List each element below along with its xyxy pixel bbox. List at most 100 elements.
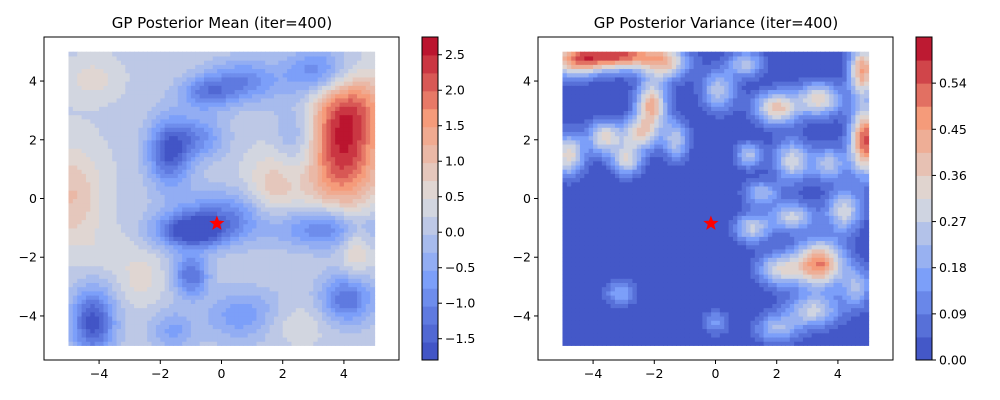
heatmap-cell: [273, 85, 279, 91]
heatmap-cell: [160, 194, 166, 200]
heatmap-cell: [252, 282, 258, 288]
heatmap-cell: [199, 169, 205, 174]
heatmap-cell: [142, 324, 148, 330]
heatmap-cell: [90, 185, 96, 191]
heatmap-cell: [164, 265, 170, 271]
heatmap-cell: [343, 315, 349, 321]
heatmap-cell: [103, 51, 109, 57]
heatmap-cell: [116, 76, 122, 82]
heatmap-cell: [116, 265, 122, 271]
heatmap-cell: [295, 253, 301, 258]
heatmap-cell: [225, 68, 231, 74]
heatmap-cell: [90, 51, 96, 57]
heatmap-cell: [265, 257, 271, 263]
heatmap-cell: [247, 152, 253, 158]
heatmap-cell: [77, 341, 83, 346]
heatmap-cell: [77, 248, 83, 254]
heatmap-cell: [247, 135, 253, 141]
heatmap-cell: [243, 328, 249, 334]
heatmap-cell: [304, 269, 310, 275]
heatmap-cell: [260, 303, 266, 309]
heatmap-cell: [330, 336, 336, 342]
heatmap-cell: [352, 227, 358, 233]
heatmap-cell: [234, 315, 240, 321]
heatmap-cell: [142, 85, 148, 91]
heatmap-cell: [260, 294, 266, 300]
heatmap-cell: [160, 139, 166, 145]
heatmap-cell: [204, 127, 209, 132]
heatmap-cell: [99, 190, 105, 195]
heatmap-cell: [287, 114, 293, 120]
heatmap-cell: [230, 127, 236, 132]
heatmap-cell: [208, 118, 214, 124]
heatmap-cell: [208, 282, 214, 288]
heatmap-cell: [94, 269, 100, 275]
heatmap-cell: [147, 106, 153, 111]
heatmap-cell: [94, 173, 100, 179]
heatmap-cell: [247, 181, 253, 187]
heatmap-cell: [199, 89, 205, 95]
heatmap-cell: [370, 324, 376, 330]
heatmap-cell: [99, 206, 105, 212]
heatmap-cell: [173, 89, 179, 95]
heatmap-cell: [230, 341, 236, 346]
heatmap-cell: [295, 311, 301, 317]
heatmap-cell: [160, 261, 166, 267]
heatmap-cell: [208, 248, 214, 254]
heatmap-cell: [273, 236, 279, 242]
heatmap-cell: [138, 139, 144, 145]
heatmap-cell: [247, 265, 253, 271]
heatmap-cell: [182, 85, 188, 91]
heatmap-cell: [77, 185, 83, 191]
heatmap-cell: [260, 190, 266, 195]
heatmap-cell: [238, 127, 244, 132]
heatmap-cell: [77, 227, 83, 233]
heatmap-cell: [103, 102, 109, 107]
heatmap-cell: [155, 135, 161, 141]
heatmap-cell: [160, 122, 166, 128]
heatmap-cell: [103, 332, 109, 338]
heatmap-cell: [190, 164, 196, 170]
heatmap-cell: [330, 51, 336, 57]
heatmap-cell: [190, 81, 196, 86]
heatmap-cell: [252, 122, 258, 128]
heatmap-cell: [112, 139, 118, 145]
heatmap-cell: [247, 244, 253, 250]
heatmap-cell: [151, 278, 157, 283]
heatmap-cell: [348, 299, 354, 304]
heatmap-cell: [278, 127, 284, 132]
heatmap-cell: [116, 240, 122, 246]
heatmap-cell: [208, 64, 214, 70]
heatmap-cell: [238, 114, 244, 120]
heatmap-cell: [335, 324, 341, 330]
heatmap-cell: [269, 320, 275, 325]
heatmap-cell: [204, 248, 209, 254]
heatmap-cell: [195, 303, 201, 309]
heatmap-cell: [208, 72, 214, 78]
heatmap-cell: [317, 181, 323, 187]
heatmap-cell: [291, 152, 297, 158]
heatmap-cell: [129, 215, 135, 221]
heatmap-cell: [173, 81, 179, 86]
heatmap-cell: [243, 244, 249, 250]
heatmap-cell: [155, 278, 161, 283]
heatmap-cell: [273, 177, 279, 183]
heatmap-cell: [317, 257, 323, 263]
heatmap-cell: [322, 72, 328, 78]
heatmap-cell: [68, 315, 74, 321]
heatmap-cell: [282, 290, 288, 296]
heatmap-cell: [190, 55, 196, 61]
heatmap-cell: [190, 198, 196, 204]
heatmap-cell: [326, 64, 332, 70]
heatmap-cell: [247, 160, 253, 166]
heatmap-cell: [273, 148, 279, 153]
heatmap-cell: [357, 97, 362, 103]
heatmap-cell: [120, 169, 126, 174]
heatmap-cell: [326, 114, 332, 120]
heatmap-cell: [234, 114, 240, 120]
heatmap-cell: [335, 244, 341, 250]
heatmap-cell: [365, 198, 371, 204]
heatmap-cell: [326, 324, 332, 330]
heatmap-cell: [365, 332, 371, 338]
heatmap-cell: [155, 114, 161, 120]
